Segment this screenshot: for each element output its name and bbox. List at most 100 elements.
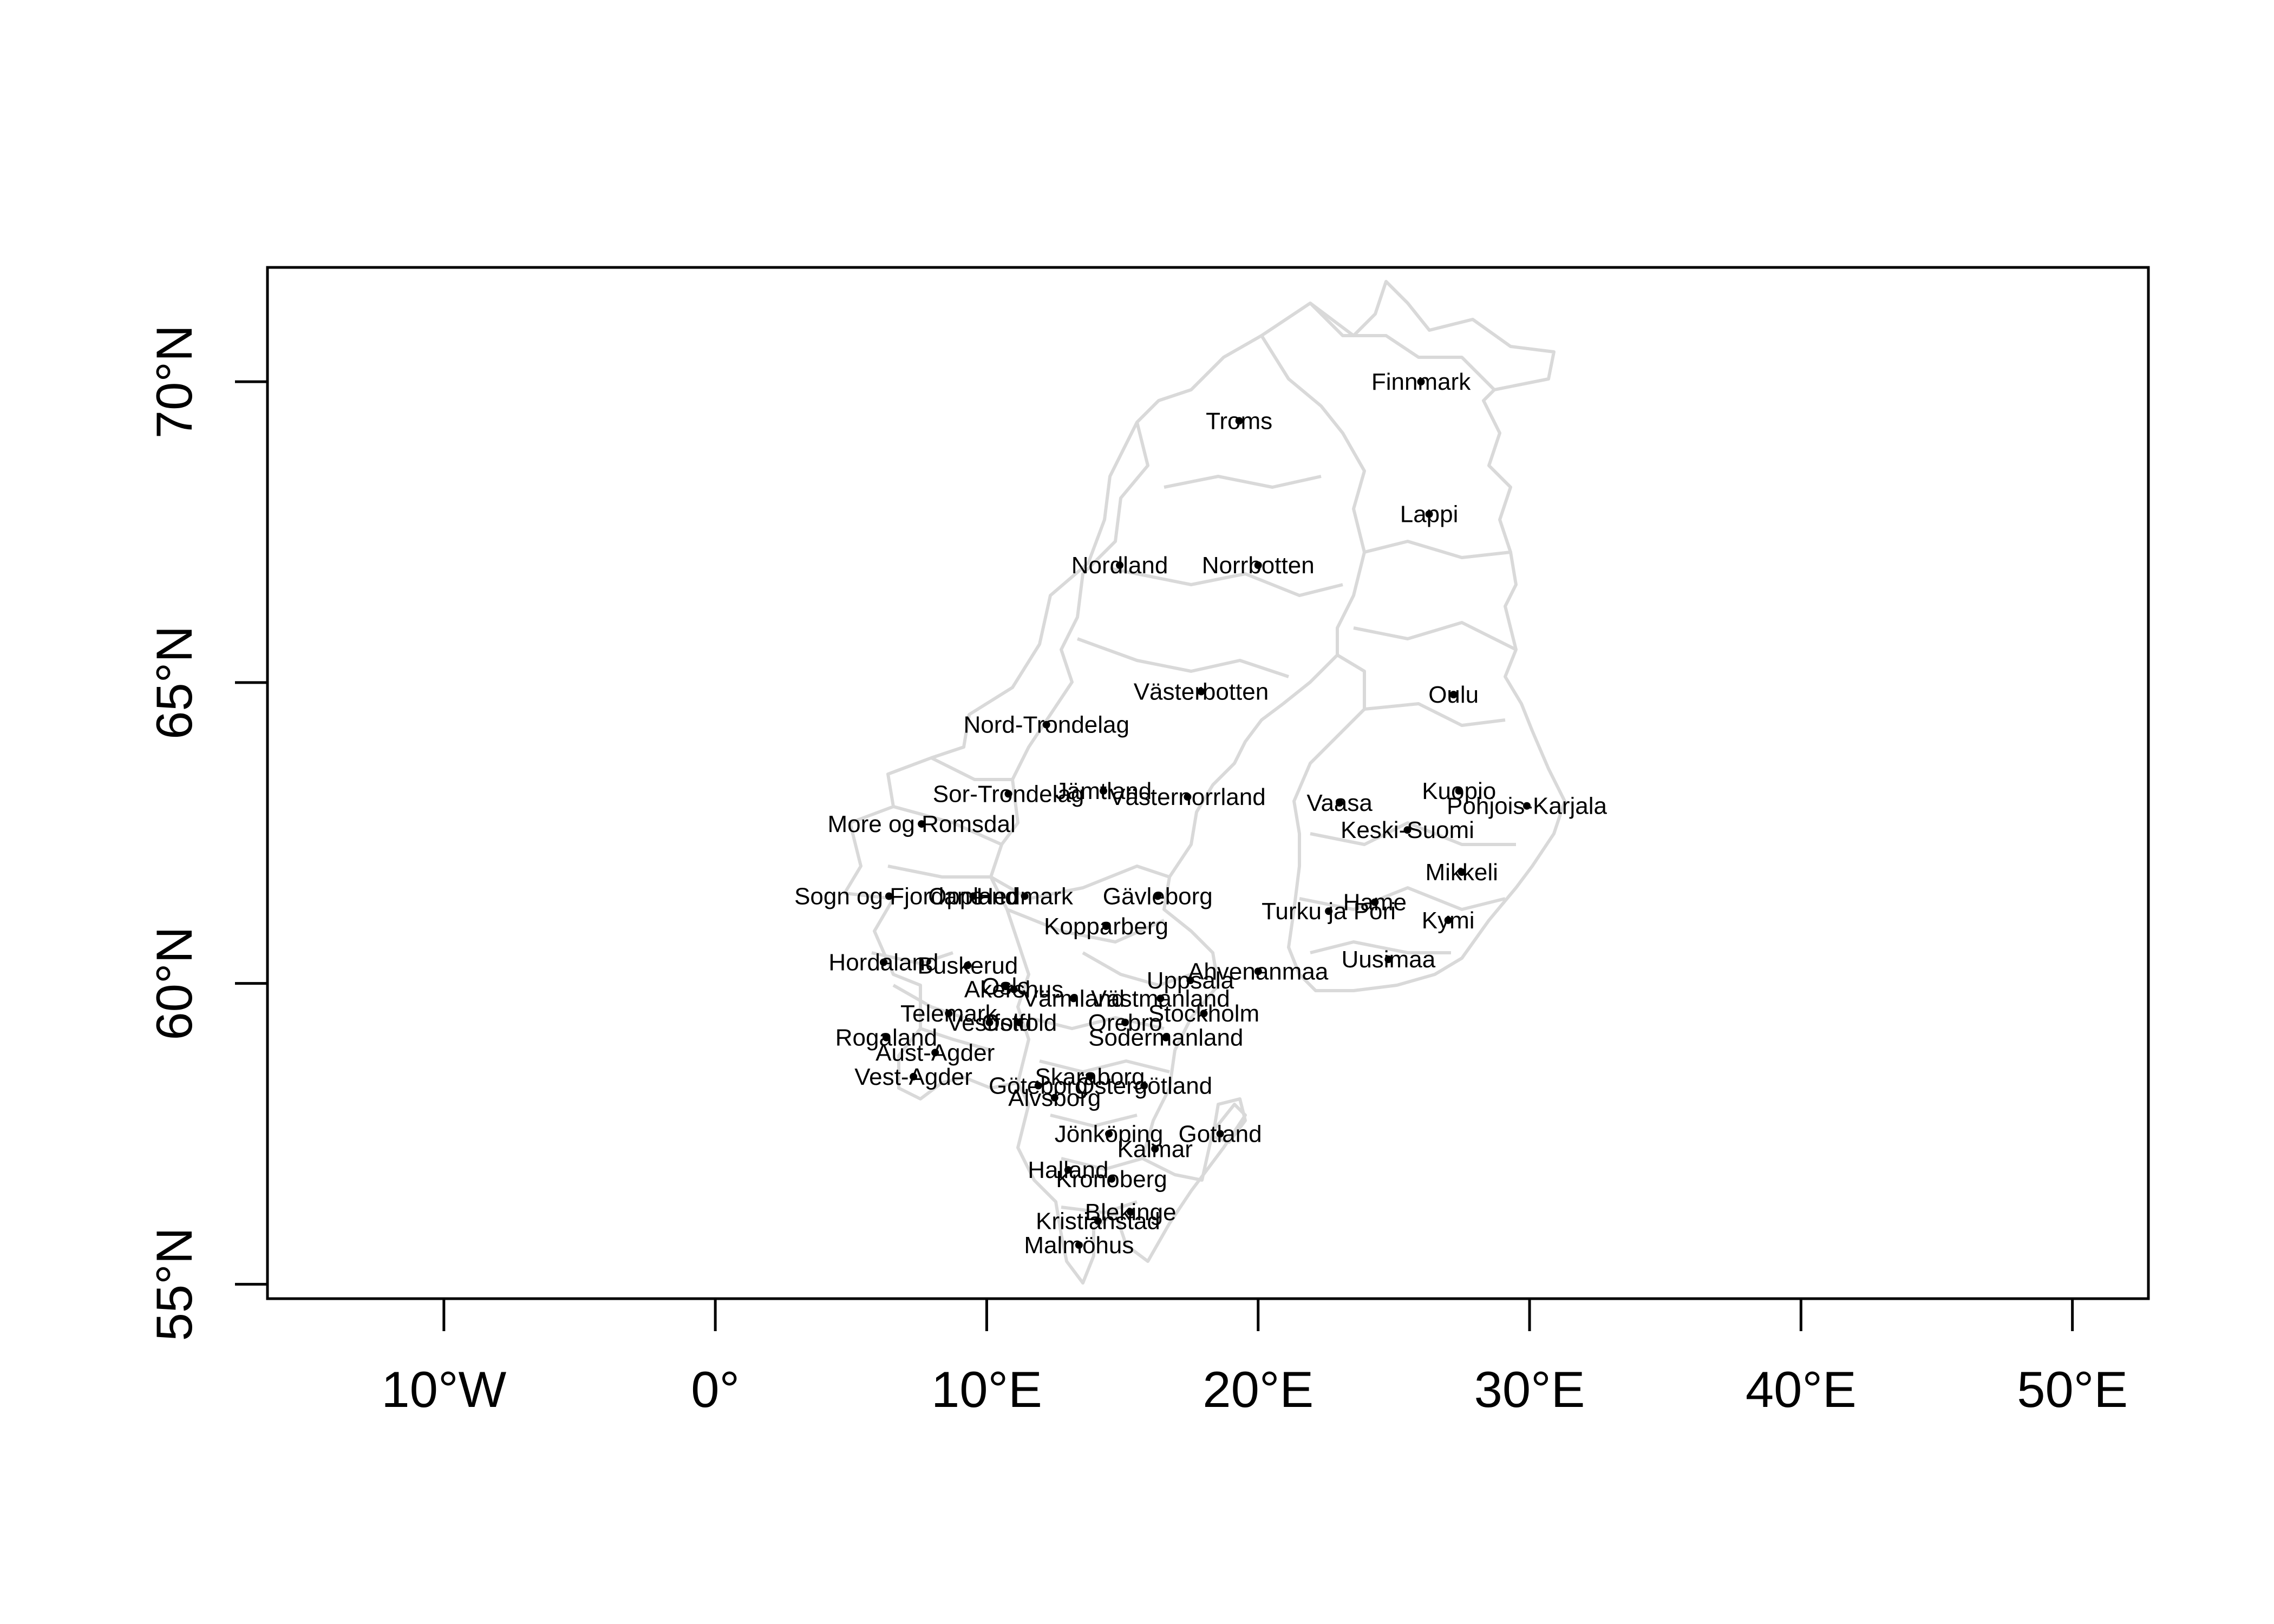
- region-point: [1325, 907, 1333, 915]
- region-label: Jämtland: [1055, 778, 1152, 804]
- region-label: Aust-Agder: [875, 1039, 995, 1066]
- region-point: [1154, 892, 1162, 900]
- scandinavia-coast-outline: [843, 280, 1566, 1285]
- region-point: [1015, 1018, 1023, 1026]
- region-point: [1254, 561, 1262, 569]
- region-label: Uppsala: [1147, 967, 1234, 994]
- region-point: [1100, 787, 1107, 795]
- region-point: [879, 958, 887, 966]
- region-point: [1108, 1175, 1116, 1183]
- region-label: Västerbotten: [1134, 679, 1269, 705]
- region-label: Vest-Agder: [854, 1064, 972, 1090]
- region-point: [985, 1018, 994, 1026]
- norway-sweden-border: [989, 422, 1149, 1083]
- norway-finland-border: [1309, 302, 1496, 391]
- region-label: Kopparberg: [1044, 913, 1168, 940]
- region-point: [1050, 1093, 1058, 1102]
- region-point: [1021, 892, 1029, 900]
- region-label: Akershus: [964, 977, 1063, 1003]
- region-label: Kristianstad: [1036, 1208, 1160, 1235]
- region-point: [918, 820, 926, 828]
- x-tick-label: 30°E: [1474, 1361, 1585, 1418]
- region-label: Sogn og Fjordane: [794, 883, 984, 909]
- x-ticks: 10°W 0° 10°E 20°E 30°E 40°E 50°E: [381, 1299, 2128, 1418]
- region-label: Sodermanland: [1088, 1025, 1243, 1051]
- region-label: Ahvenanmaa: [1188, 958, 1329, 985]
- region-point: [1371, 898, 1379, 906]
- region-point: [1069, 994, 1077, 1003]
- region-label: Finnmark: [1371, 369, 1471, 395]
- region-point: [931, 1049, 939, 1057]
- region-label: Pohjois-Karjala: [1447, 793, 1607, 820]
- x-tick-label: 10°W: [381, 1361, 506, 1418]
- region-point: [1458, 868, 1466, 876]
- region-point: [910, 1072, 918, 1081]
- region-point: [1200, 1010, 1208, 1018]
- region-label: Värmland: [1023, 985, 1125, 1012]
- region-label: Kalmar: [1118, 1136, 1193, 1162]
- region-point: [1197, 687, 1205, 696]
- region-point: [1336, 799, 1344, 807]
- region-label: Malmöhus: [1024, 1232, 1134, 1259]
- region-point: [1102, 922, 1110, 931]
- region-point: [1116, 561, 1124, 569]
- region-point: [1034, 1082, 1042, 1090]
- x-tick-label: 10°E: [931, 1361, 1042, 1418]
- region-point: [1425, 510, 1433, 518]
- region-label: Kronoberg: [1056, 1166, 1167, 1193]
- region-point: [1384, 955, 1393, 964]
- y-tick-label: 55°N: [146, 1227, 202, 1341]
- region-point: [1121, 1018, 1129, 1026]
- region-point: [1455, 787, 1463, 795]
- region-point: [1086, 1072, 1094, 1081]
- y-tick-label: 60°N: [146, 927, 202, 1040]
- y-tick-label: 70°N: [146, 325, 202, 438]
- region-point: [1449, 691, 1458, 699]
- region-point: [1254, 967, 1262, 975]
- region-point: [1151, 1145, 1159, 1153]
- region-point: [1184, 793, 1192, 801]
- region-point: [1002, 983, 1010, 991]
- region-label: Troms: [1206, 408, 1272, 434]
- region-label: Västmanland: [1091, 985, 1230, 1012]
- region-point: [1403, 826, 1412, 834]
- region-label: Östergötland: [1076, 1073, 1212, 1099]
- region-label: Uusimaa: [1342, 946, 1436, 973]
- gotland-outline: [1211, 1097, 1247, 1144]
- region-point: [1127, 1208, 1135, 1216]
- region-label: Norrbotten: [1202, 552, 1315, 579]
- region-label: Keski-Suomi: [1341, 817, 1474, 843]
- region-label: Orebro: [1088, 1010, 1162, 1036]
- region-label: Telemark: [900, 1000, 997, 1027]
- region-label: Halland: [1028, 1157, 1108, 1183]
- internal-boundaries-south: [871, 951, 1170, 1214]
- region-point: [1235, 417, 1243, 425]
- sweden-finland-border: [1260, 335, 1366, 655]
- region-point: [1140, 1082, 1148, 1090]
- region-point: [1444, 916, 1452, 924]
- region-label: Ostfold: [982, 1010, 1057, 1036]
- region-point: [945, 1010, 953, 1018]
- internal-boundaries-north: [1076, 475, 1517, 727]
- region-point: [1064, 1166, 1072, 1174]
- region-point: [1156, 994, 1165, 1003]
- x-tick-label: 40°E: [1746, 1361, 1857, 1418]
- region-point: [1162, 1033, 1170, 1042]
- region-point: [964, 961, 972, 970]
- region-label: Stockholm: [1148, 1000, 1259, 1027]
- region-label: Sor-Trondelag: [933, 781, 1084, 808]
- region-label: Hordaland: [828, 949, 938, 976]
- region-point: [1417, 378, 1425, 386]
- region-label: Rogaland: [835, 1025, 937, 1051]
- x-tick-label: 0°: [691, 1361, 740, 1418]
- region-label: Mikkeli: [1425, 859, 1498, 886]
- region-point: [885, 892, 893, 900]
- region-label: Buskerud: [917, 952, 1018, 979]
- region-label: Gävleborg: [1103, 883, 1213, 909]
- region-label: Göteborg: [989, 1073, 1088, 1099]
- region-label: Hedmark: [976, 883, 1073, 909]
- region-point: [1186, 977, 1194, 985]
- y-tick-label: 65°N: [146, 626, 202, 739]
- region-point: [1523, 802, 1531, 810]
- region-point: [1105, 1130, 1113, 1138]
